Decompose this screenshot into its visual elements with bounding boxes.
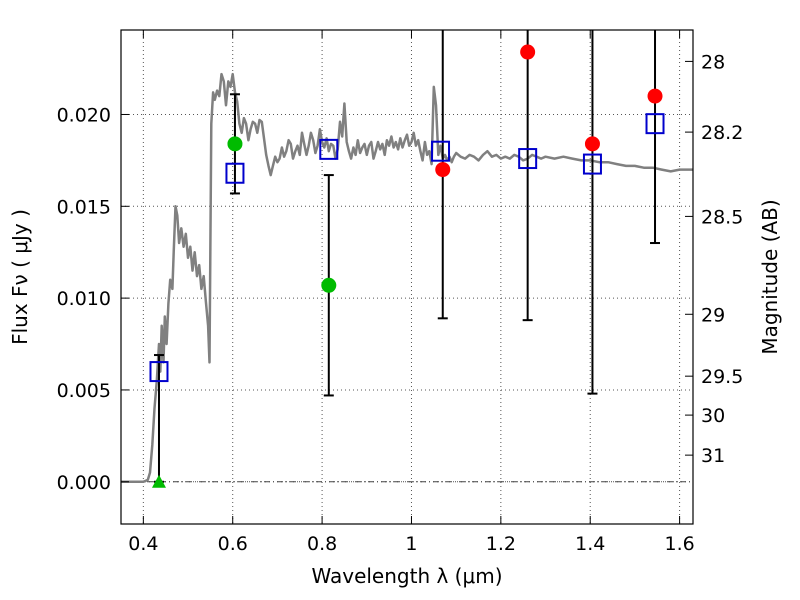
model-square-point bbox=[582, 153, 602, 175]
x-tick-label: 0.6 bbox=[218, 533, 248, 555]
y-tick-label: 0.015 bbox=[57, 196, 111, 218]
model-square-point bbox=[431, 140, 451, 162]
grid bbox=[121, 30, 693, 524]
red-data-point bbox=[647, 88, 663, 104]
right-tick-label: 28.5 bbox=[701, 206, 743, 228]
y-tick-label: 0.010 bbox=[57, 288, 111, 310]
plot-background bbox=[121, 30, 693, 524]
model-square-point bbox=[225, 162, 245, 184]
x-tick-label: 0.4 bbox=[128, 533, 158, 555]
y-tick-label: 0.005 bbox=[57, 380, 111, 402]
right-tick-label: 29 bbox=[701, 304, 725, 326]
model-square-point bbox=[149, 361, 169, 383]
model-square-point bbox=[319, 138, 339, 160]
y-axis-label: Flux Fν ( μJy ) bbox=[8, 209, 32, 345]
green-data-point bbox=[321, 277, 337, 293]
data-markers bbox=[149, 44, 665, 488]
y-tick-label: 0.020 bbox=[57, 104, 111, 126]
right-axis-label: Magnitude (AB) bbox=[758, 199, 782, 354]
red-data-point bbox=[584, 136, 600, 152]
right-tick-label: 31 bbox=[701, 445, 725, 467]
right-tick-label: 28 bbox=[701, 51, 725, 73]
y-axis-ticks: 0.000 0.005 0.010 0.015 0.020 bbox=[57, 104, 129, 494]
x-tick-label: 1.6 bbox=[664, 533, 694, 555]
right-tick-label: 29.5 bbox=[701, 366, 743, 388]
plot-frame bbox=[120, 29, 694, 525]
x-tick-label: 0.8 bbox=[307, 533, 337, 555]
y-tick-label: 0.000 bbox=[57, 472, 111, 494]
right-tick-label: 28.2 bbox=[701, 122, 743, 144]
x-axis-ticks: 0.4 0.6 0.8 1 1.2 1.4 1.6 bbox=[128, 30, 695, 555]
x-axis-label: Wavelength λ (μm) bbox=[311, 564, 502, 588]
x-tick-label: 1 bbox=[405, 533, 417, 555]
model-square-point bbox=[518, 148, 538, 170]
right-axis-ticks: 28 28.2 28.5 29 29.5 30 31 bbox=[685, 51, 743, 467]
green-data-point bbox=[227, 136, 243, 152]
model-square-point bbox=[645, 113, 665, 135]
x-tick-label: 1.4 bbox=[575, 533, 605, 555]
right-tick-label: 30 bbox=[701, 405, 725, 427]
green-upper-limit-marker bbox=[151, 474, 166, 488]
red-data-point bbox=[435, 162, 451, 178]
red-data-point bbox=[520, 44, 536, 60]
x-tick-label: 1.2 bbox=[486, 533, 516, 555]
